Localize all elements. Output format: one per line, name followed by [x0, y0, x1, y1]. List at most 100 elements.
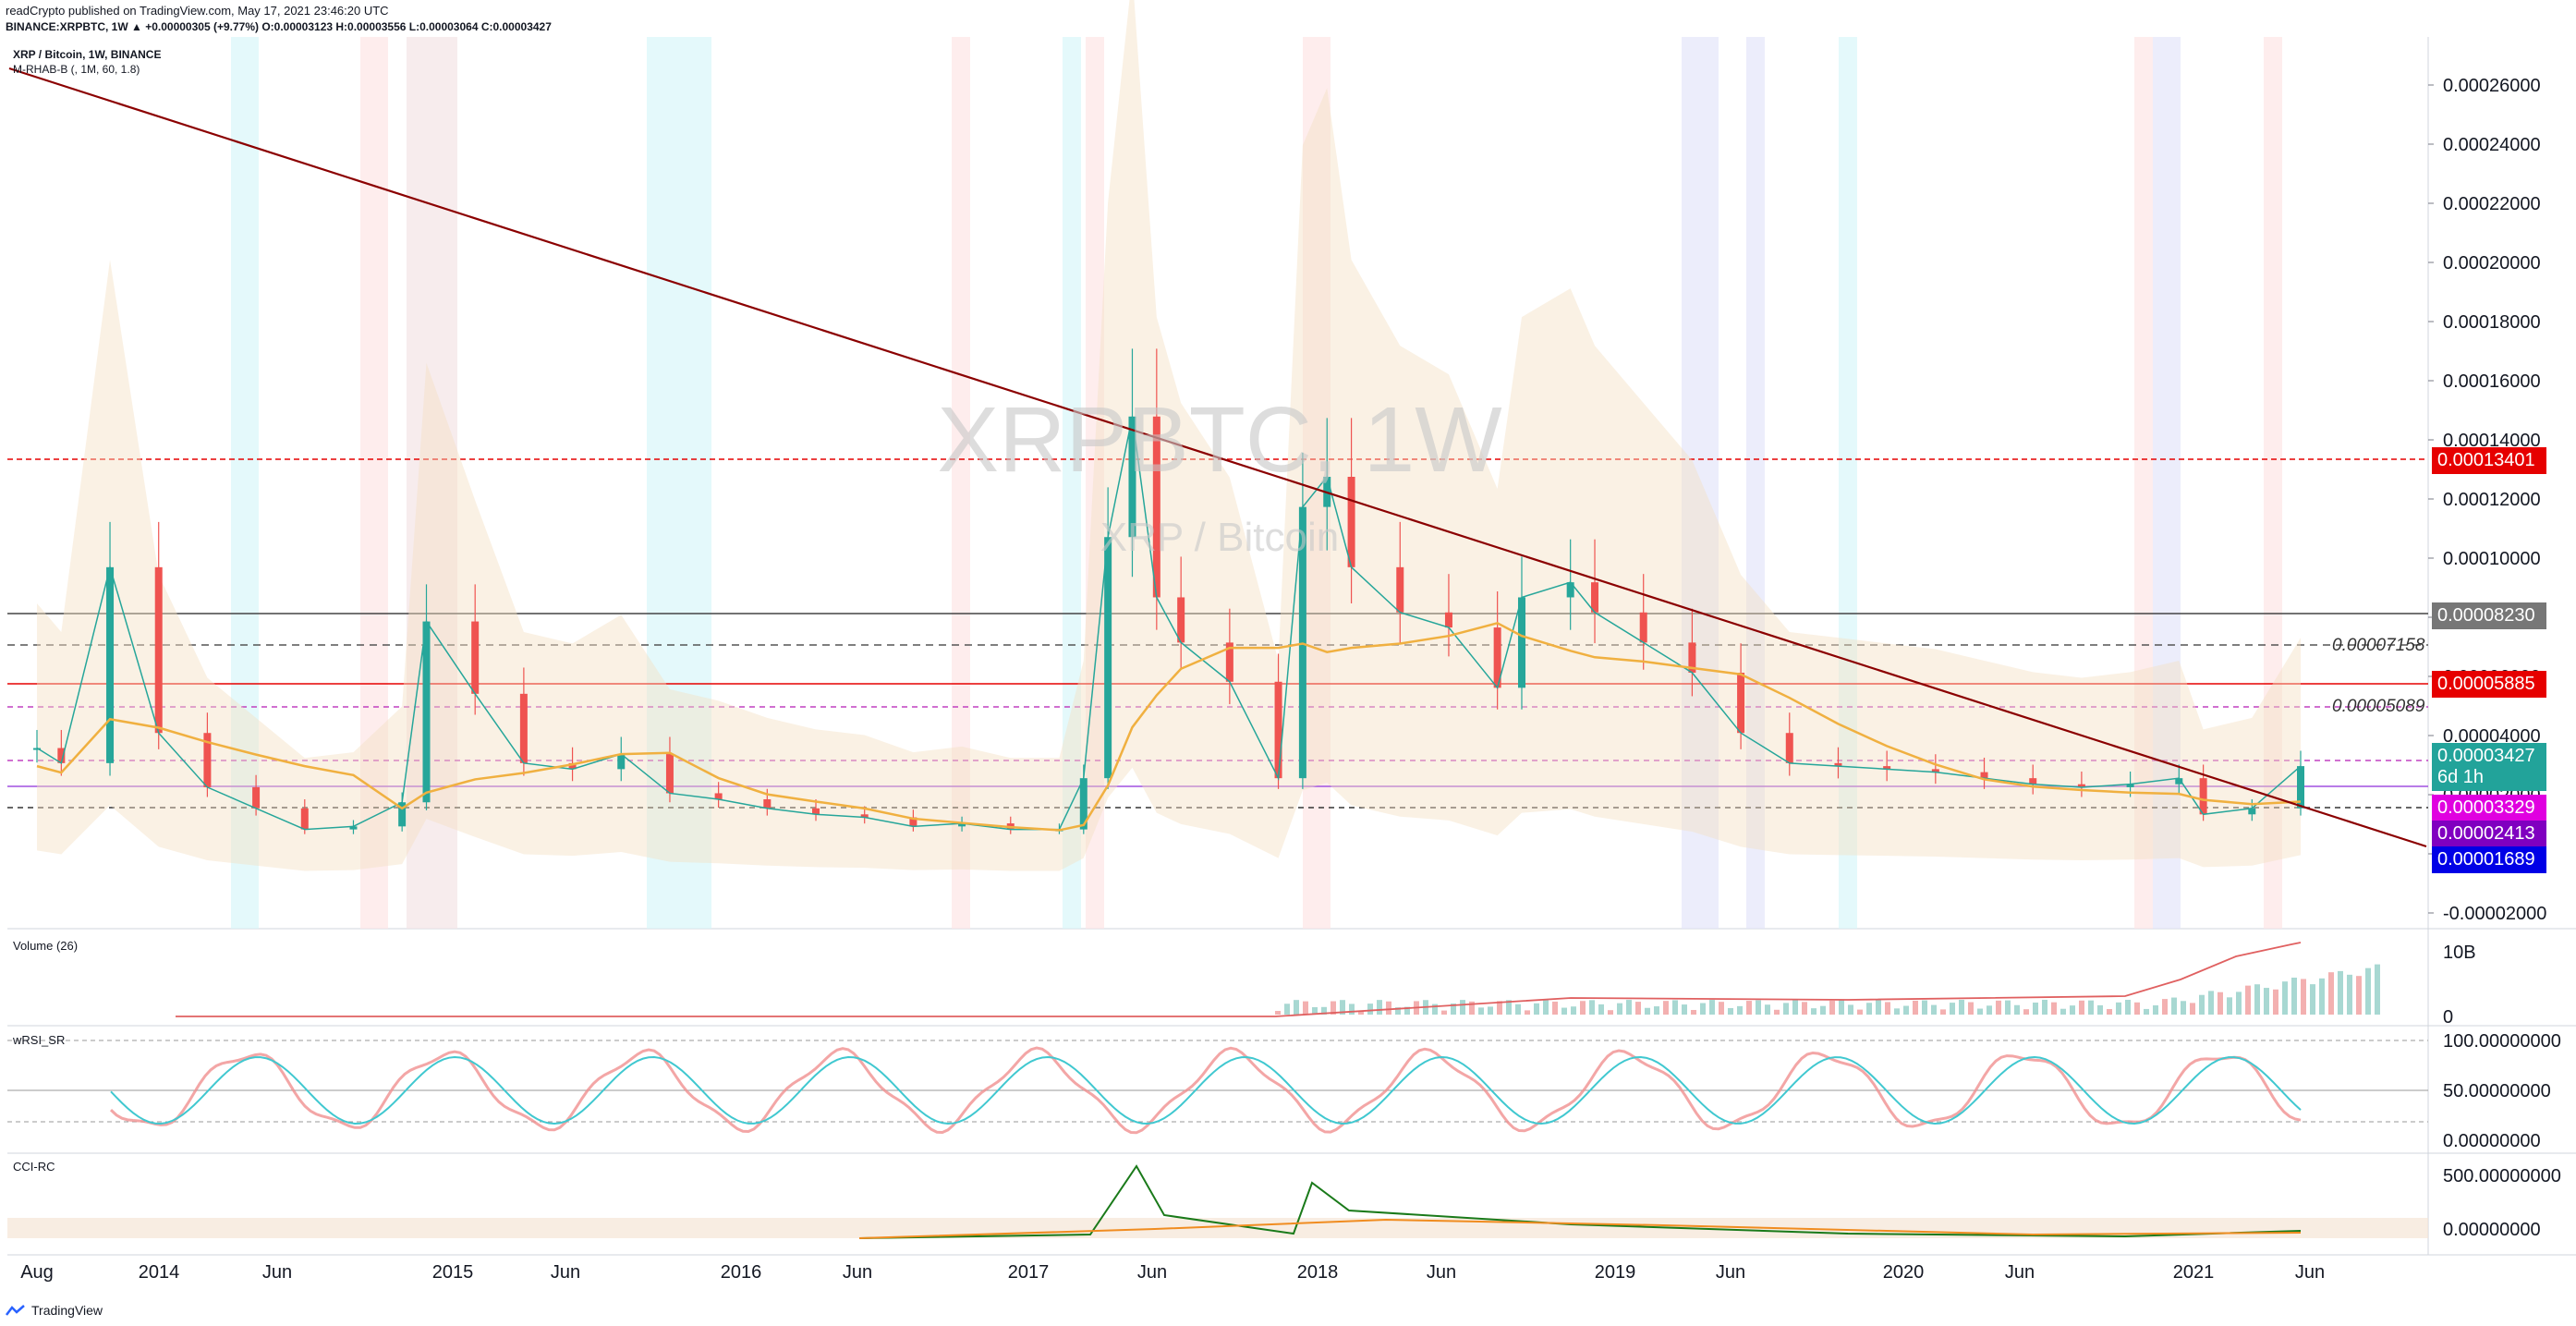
- volume-bar: [2107, 1008, 2112, 1015]
- rsi-signal-line: [110, 1055, 2302, 1125]
- candle-body: [33, 748, 41, 750]
- candle-body: [1688, 642, 1696, 673]
- volume-bar: [1700, 1003, 1706, 1015]
- volume-bar: [2134, 1002, 2140, 1015]
- indicator-legend: M-RHAB-B (, 1M, 60, 1.8): [13, 63, 140, 76]
- time-axis-label: 2021: [2173, 1262, 2215, 1283]
- price-axis-tick-label: 0.00020000: [2443, 253, 2541, 274]
- volume-bar: [1478, 1007, 1484, 1015]
- bar-countdown: 6d 1h: [2437, 767, 2485, 787]
- candle-body: [1517, 597, 1525, 688]
- volume-bar: [1284, 1004, 1290, 1015]
- highlight-band: [231, 37, 259, 929]
- volume-ma-line: [176, 942, 2302, 1017]
- time-axis-label: Jun: [1427, 1262, 1456, 1283]
- highlight-band: [647, 37, 711, 929]
- price-axis-tick-label: 0.00004000: [2443, 726, 2541, 747]
- volume-bar: [1497, 1001, 1502, 1015]
- candle-body: [812, 808, 820, 815]
- volume-bar: [2264, 988, 2269, 1015]
- volume-bar: [1617, 1003, 1622, 1015]
- highlight-band: [1682, 37, 1719, 929]
- volume-bar: [1950, 1003, 1955, 1015]
- price-axis-tick-label: 0.00024000: [2443, 135, 2541, 155]
- volume-bar: [1811, 1008, 1817, 1015]
- volume-bar: [1968, 1002, 1974, 1015]
- volume-bar: [1728, 1007, 1733, 1015]
- volume-bar: [1294, 1000, 1299, 1015]
- price-label-2413: 0.00002413: [2432, 821, 2546, 847]
- volume-bar: [2070, 1005, 2075, 1015]
- volume-bar: [1488, 1006, 1493, 1015]
- candle-body: [1152, 416, 1160, 598]
- volume-bar: [2208, 991, 2214, 1015]
- candle-body: [106, 566, 115, 763]
- volume-bar: [1913, 1000, 1918, 1015]
- candle-body: [714, 793, 723, 799]
- candle-body: [1274, 681, 1282, 779]
- tradingview-footer[interactable]: TradingView: [6, 1303, 103, 1318]
- volume-bar: [1598, 1004, 1604, 1015]
- volume-bar: [2356, 976, 2362, 1015]
- volume-bar: [1931, 1004, 1937, 1015]
- candle-body: [1079, 778, 1088, 830]
- volume-bar: [1367, 1004, 1373, 1015]
- volume-bar: [1774, 1009, 1780, 1015]
- volume-bar: [2097, 1004, 2103, 1015]
- volume-bar: [1451, 1003, 1456, 1015]
- candle-body: [1225, 642, 1233, 682]
- rsi-line: [109, 1046, 2302, 1135]
- volume-bar: [1792, 1000, 1798, 1015]
- volume-bar: [1894, 1008, 1900, 1015]
- candle-body: [665, 754, 674, 794]
- volume-pane-title: Volume (26): [13, 939, 79, 953]
- watermark-symbol: XRPBTC, 1W: [937, 388, 1502, 492]
- publish-info: readCrypto published on TradingView.com,…: [6, 4, 389, 18]
- candle-body: [1177, 597, 1185, 643]
- volume-bar: [1802, 1002, 1807, 1015]
- price-axis-tick-label: 0.00016000: [2443, 371, 2541, 392]
- rsi-pane-title: wRSI_SR: [13, 1033, 66, 1047]
- candle-body: [1737, 673, 1745, 734]
- price-axis-tick-label: -0.00002000: [2443, 904, 2546, 924]
- candle-body: [2248, 808, 2256, 815]
- volume-bar: [2365, 967, 2371, 1015]
- candle-body: [909, 817, 917, 827]
- volume-bar: [2051, 1002, 2057, 1015]
- volume-bar: [1746, 1001, 1752, 1015]
- time-axis-label: Jun: [1137, 1262, 1167, 1283]
- volume-bar: [2347, 974, 2352, 1015]
- volume-bar: [2282, 981, 2288, 1015]
- volume-bar: [1395, 1007, 1401, 1015]
- time-axis-label: Jun: [2005, 1262, 2035, 1283]
- volume-bar: [1709, 1000, 1715, 1015]
- highlight-band: [2264, 37, 2282, 929]
- candle-body: [398, 802, 407, 827]
- volume-bar: [2088, 1000, 2094, 1015]
- volume-bar: [2023, 1009, 2029, 1015]
- highlight-band: [1063, 37, 1081, 929]
- candle-body: [300, 808, 309, 830]
- candle-body: [1883, 766, 1891, 770]
- time-axis-label: 2014: [139, 1262, 180, 1283]
- volume-bar: [1682, 1004, 1687, 1015]
- highlight-band: [2134, 37, 2153, 929]
- volume-bar: [1303, 1001, 1308, 1015]
- chart-legend-title: XRP / Bitcoin, 1W, BINANCE: [13, 48, 162, 61]
- volume-bar: [1608, 1010, 1613, 1015]
- candle-body: [349, 826, 358, 830]
- volume-bar: [1672, 1000, 1678, 1015]
- volume-bar: [1940, 1009, 1946, 1015]
- time-axis-label: 2016: [721, 1262, 762, 1283]
- candle-body: [471, 621, 480, 694]
- volume-bar: [1857, 1009, 1863, 1015]
- highlight-band: [1839, 37, 1857, 929]
- price-axis-tick-label: 0.00014000: [2443, 431, 2541, 451]
- volume-bar: [2338, 970, 2343, 1015]
- volume-bar: [2375, 964, 2380, 1015]
- volume-bar: [1719, 1002, 1724, 1015]
- cci-signal-line: [858, 1218, 2302, 1239]
- candle-body: [1444, 612, 1452, 628]
- volume-bar: [1885, 1002, 1890, 1015]
